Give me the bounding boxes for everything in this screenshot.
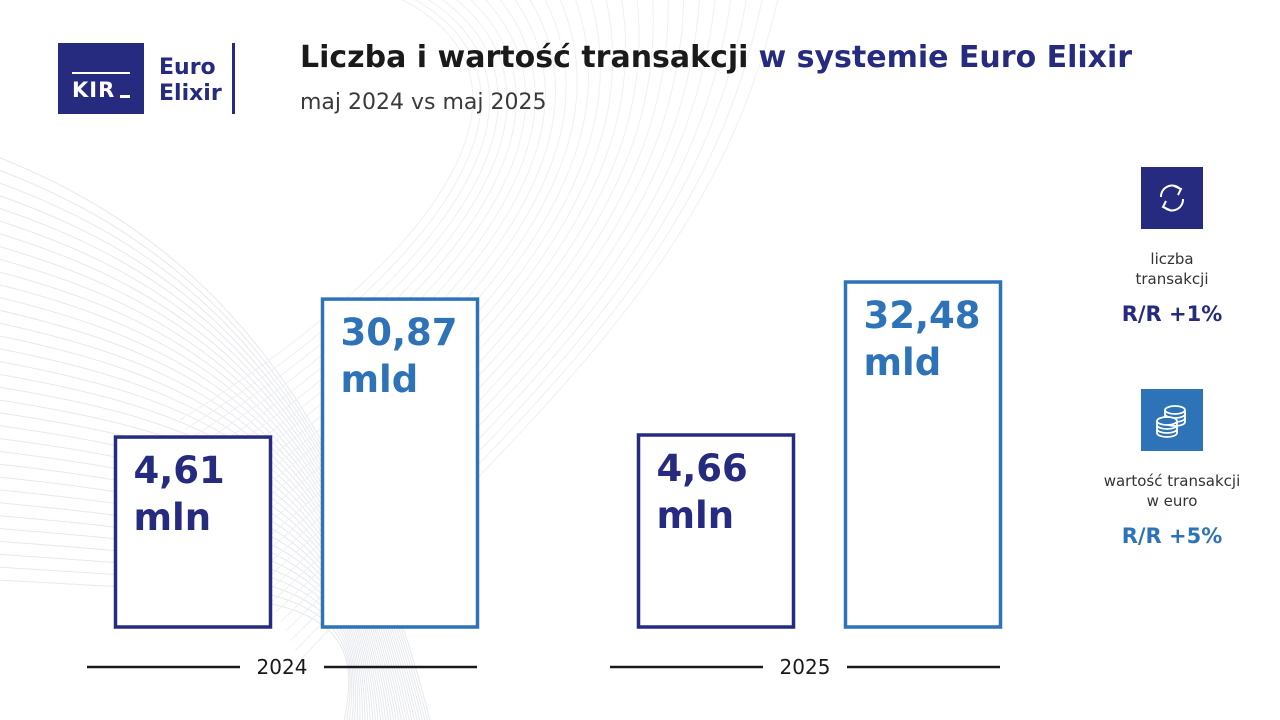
background-wave-line [0, 541, 355, 720]
bar-unit-label-count-2024: mln [134, 496, 212, 539]
background-wave-line [189, 0, 491, 440]
bar-unit-label-value-2024: mld [341, 358, 419, 401]
background-wave-line [184, 0, 482, 431]
logo-kir-line [72, 72, 130, 74]
background-wave-line [203, 0, 517, 469]
background-wave-line [208, 0, 527, 479]
bar-unit-label-value-2025: mld [864, 341, 942, 384]
background-wave-line [194, 0, 499, 450]
logo-euro-text: Euro [159, 55, 216, 80]
coins-stack-icon [1156, 405, 1186, 438]
background-wave-line [0, 579, 350, 720]
logo-elixir-text: Elixir [159, 81, 222, 106]
bar-count-2024 [113, 435, 273, 629]
bar-value-label-count-2025: 4,66 [657, 447, 748, 490]
page-title: Liczba i wartość transakcji w systemie Eu… [300, 40, 1132, 75]
logo-kir-text: KIR [72, 78, 116, 102]
bar-count-2025 [636, 433, 796, 629]
logo-kir-dash [120, 95, 130, 98]
kpi-count-yoy: R/R +1% [1121, 302, 1223, 326]
kpi-value-yoy: R/R +5% [1121, 524, 1223, 548]
page-subtitle: maj 2024 vs maj 2025 [300, 90, 547, 115]
bar-value-2024 [320, 297, 480, 629]
kpi-count-caption-line-2: transakcji [1135, 270, 1209, 288]
kpi-value-icon-box [1141, 389, 1203, 451]
kpi-count-caption-line-1: liczba [1150, 250, 1194, 268]
kpi-count-caption: liczba transakcji [1082, 249, 1262, 289]
bar-value-label-value-2024: 30,87 [341, 311, 458, 354]
bar-value-label-value-2025: 32,48 [864, 294, 981, 337]
kir-logo: KIR [58, 43, 144, 114]
x-tick-label-2025: 2025 [780, 655, 831, 679]
bar-value-2025 [843, 280, 1003, 629]
background-wave-line [179, 0, 474, 421]
logo-divider [232, 43, 235, 114]
kpi-value-caption: wartość transakcji w euro [1082, 471, 1262, 511]
bar-value-label-count-2024: 4,61 [134, 449, 225, 492]
background-wave-line [0, 528, 357, 720]
background-wave-line [0, 566, 351, 720]
bar-unit-label-count-2025: mln [657, 494, 735, 537]
title-part-1: Liczba i wartość transakcji [300, 40, 749, 75]
x-tick-label-2024: 2024 [257, 655, 308, 679]
title-part-2: w systemie Euro Elixir [758, 40, 1133, 75]
arrows-exchange-icon [1159, 184, 1185, 212]
background-wave-line [198, 0, 508, 459]
kpi-value-caption-line-2: w euro [1146, 492, 1198, 510]
background-wave-line [0, 515, 359, 720]
kpi-value-caption-line-1: wartość transakcji [1103, 472, 1241, 490]
kpi-count-icon-box [1141, 167, 1203, 229]
